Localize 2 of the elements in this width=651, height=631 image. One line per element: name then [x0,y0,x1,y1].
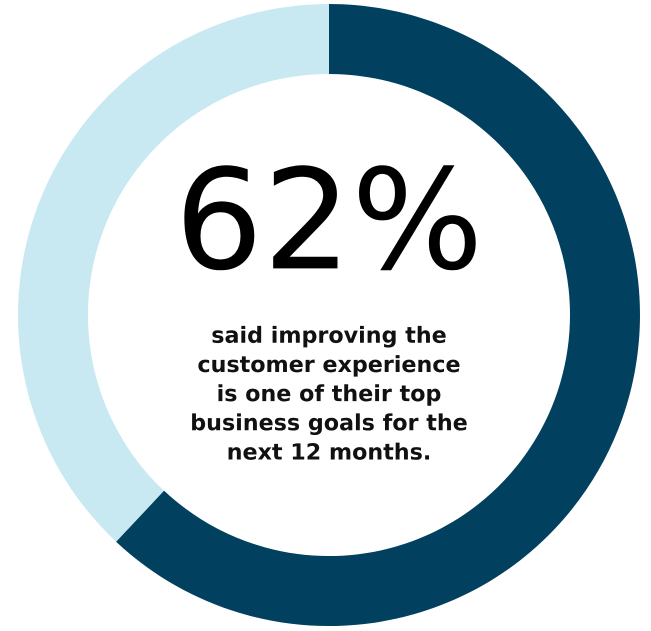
data-label: 62% [184,165,476,270]
text: said improving the customer experience is one of their top business goals for the next 12 months. [192,326,467,460]
